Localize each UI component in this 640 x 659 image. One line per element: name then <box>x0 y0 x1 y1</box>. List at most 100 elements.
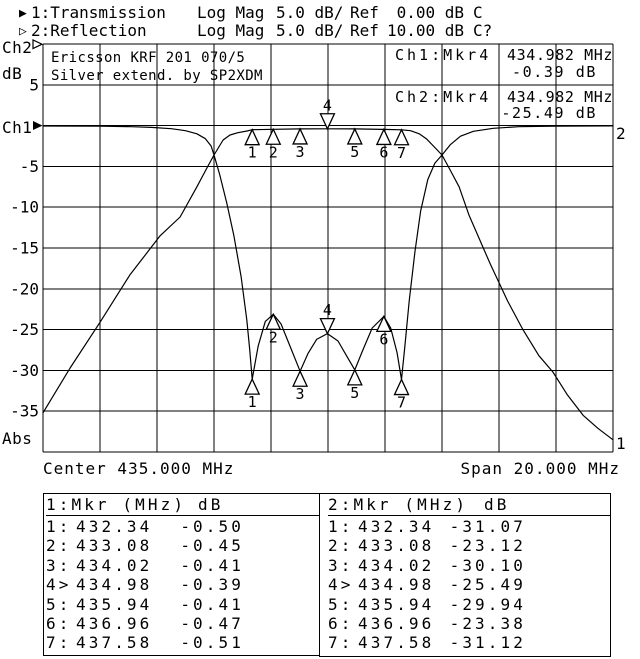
channel1-title: 1:Transmission <box>31 3 166 22</box>
marker-row-label: 7: <box>46 633 72 653</box>
channel1-ref-value: 0.00 dB <box>396 3 464 22</box>
marker-2-ch1-triangle-icon <box>265 127 282 145</box>
marker-row-db: -0.41 <box>180 594 244 614</box>
channel2-ref-label: Ref <box>350 21 379 40</box>
channel2-scale: 5.0 dB/ <box>276 21 344 40</box>
marker-row-freq: 437.58 <box>76 633 153 653</box>
ch2-marker-table-rows: 1: 432.34 -31.07 2: 433.08 -23.12 3: 434.02 -30.… <box>328 516 610 653</box>
marker-1-ch1-number: 1 <box>248 144 257 162</box>
marker-table-row: 5: 435.94 -0.41 <box>46 595 321 614</box>
marker-row-db: -23.38 <box>449 613 526 633</box>
y-tick-label: -10 <box>10 198 39 217</box>
marker-table-row: 1: 432.34 -0.50 <box>46 517 321 536</box>
ch2-marker-readout-label: Ch2:Mkr4 <box>395 88 492 106</box>
marker-3-ch2-number: 3 <box>296 385 305 403</box>
y-axis-ch2-label: Ch2 <box>2 38 33 57</box>
marker-6-ch1-number: 6 <box>379 143 388 161</box>
marker-table-row: 4> 434.98 -0.39 <box>46 575 321 594</box>
marker-1-ch2-number: 1 <box>248 393 257 411</box>
marker-row-label: 1: <box>328 517 354 536</box>
marker-row-freq: 437.58 <box>358 633 435 653</box>
marker-5-ch1-number: 5 <box>350 143 359 161</box>
marker-table-row: 6: 436.96 -23.38 <box>328 614 610 633</box>
marker-row-freq: 433.08 <box>358 536 435 556</box>
marker-row-db: -0.47 <box>180 613 244 633</box>
center-frequency-label: Center 435.000 MHz <box>43 459 235 478</box>
marker-table-row: 5: 435.94 -29.94 <box>328 595 610 614</box>
ch1-ref-position-triangle-icon <box>33 121 43 130</box>
marker-row-label: 5: <box>328 594 354 614</box>
marker-row-label: 2: <box>46 536 72 556</box>
ch1-marker-table: 1:Mkr (MHz) dB 1: 432.34 -0.50 2: 433.08 -0.4… <box>43 493 322 656</box>
marker-1-ch2-triangle-icon <box>244 377 261 395</box>
marker-row-freq: 433.08 <box>76 536 153 556</box>
marker-4-ch2-triangle-icon <box>319 317 336 336</box>
marker-row-db: -0.39 <box>180 575 244 595</box>
ch1-marker-readout-label: Ch1:Mkr4 <box>395 46 492 64</box>
marker-row-freq: 434.98 <box>76 575 153 595</box>
marker-6-ch2-triangle-icon <box>375 314 392 333</box>
marker-table-row: 2: 433.08 -23.12 <box>328 536 610 555</box>
marker-row-label: 7: <box>328 633 354 653</box>
marker-7-ch2-triangle-icon <box>393 378 410 396</box>
ch1-marker-readout-freq: 434.982 MHz <box>507 46 613 64</box>
table-header-db: dB <box>484 495 510 514</box>
marker-row-freq: 436.96 <box>358 613 435 633</box>
marker-row-label: 4> <box>328 575 354 595</box>
marker-row-db: -31.12 <box>449 633 526 653</box>
marker-3-ch1-number: 3 <box>296 143 305 161</box>
marker-table-row: 6: 436.96 -0.47 <box>46 614 321 633</box>
ch1-marker-readout-value: -0.39 dB <box>511 63 597 81</box>
span-frequency-label: Span 20.000 MHz <box>460 459 620 478</box>
y-tick-label: -25 <box>10 320 39 339</box>
y-tick-label: -5 <box>20 157 39 176</box>
marker-4-ch2-number: 4 <box>323 301 332 319</box>
marker-row-db: -0.50 <box>180 517 244 536</box>
marker-7-ch1-triangle-icon <box>393 128 410 146</box>
ch2-marker-readout-freq: 434.982 MHz <box>507 88 613 106</box>
trace-reflection <box>42 125 614 381</box>
marker-4-ch1-number: 4 <box>323 96 332 114</box>
y-axis-abs-label: Abs <box>2 429 33 448</box>
channel2-status-flag: C? <box>473 21 493 40</box>
table-header-db: dB <box>198 495 224 514</box>
y-axis-ch1-label: Ch1 <box>2 118 33 137</box>
marker-row-db: -31.07 <box>449 517 526 536</box>
marker-table-row: 7: 437.58 -0.51 <box>46 633 321 652</box>
marker-5-ch1-triangle-icon <box>346 127 363 145</box>
y-tick-label: -20 <box>10 279 39 298</box>
marker-table-row: 7: 437.58 -31.12 <box>328 633 610 652</box>
channel2-ref-value: 10.00 dB <box>386 21 464 40</box>
table-header-left: 2:Mkr (MHz) <box>328 495 469 514</box>
channel1-scale: 5.0 dB/ <box>276 3 344 22</box>
marker-table-row: 3: 434.02 -0.41 <box>46 556 321 575</box>
y-axis-unit-label: dB <box>2 64 23 83</box>
channel1-format: Log Mag <box>197 3 265 22</box>
marker-3-ch1-triangle-icon <box>292 127 309 145</box>
table-header-left: 1:Mkr (MHz) <box>46 495 187 514</box>
marker-4-ch1-triangle-icon <box>319 113 336 131</box>
trace-end-label-reflection: 2 <box>616 124 626 143</box>
marker-table-row: 4> 434.98 -25.49 <box>328 575 610 594</box>
marker-3-ch2-triangle-icon <box>292 369 309 387</box>
y-tick-label: -35 <box>10 402 39 421</box>
y-tick-label: 5 <box>29 75 39 94</box>
ch2-ref-position-triangle-icon <box>32 39 44 50</box>
ch1-marker-table-rows: 1: 432.34 -0.50 2: 433.08 -0.45 3: 434.02 -0.41 4… <box>46 516 321 653</box>
channel2-format: Log Mag <box>197 21 265 40</box>
marker-row-db: -23.12 <box>449 536 526 556</box>
channel1-status-flag: C <box>473 3 483 22</box>
y-tick-label: -30 <box>10 361 39 380</box>
ch2-marker-readout-value: -25.49 dB <box>501 104 597 122</box>
marker-1-ch1-triangle-icon <box>244 128 261 146</box>
marker-7-ch2-number: 7 <box>397 394 406 412</box>
ch2-marker-table-header: 2:Mkr (MHz) dB <box>328 494 610 516</box>
channel2-title: 2:Reflection <box>31 21 147 40</box>
ch2-marker-table: 2:Mkr (MHz) dB 1: 432.34 -31.07 2: 433.08 -23… <box>319 493 611 657</box>
marker-row-freq: 432.34 <box>358 517 435 536</box>
marker-2-ch1-number: 2 <box>269 143 278 161</box>
marker-row-db: -30.10 <box>449 555 526 575</box>
marker-row-label: 4> <box>46 575 72 595</box>
marker-row-db: -0.45 <box>180 536 244 556</box>
ch1-marker-table-header: 1:Mkr (MHz) dB <box>46 494 321 516</box>
